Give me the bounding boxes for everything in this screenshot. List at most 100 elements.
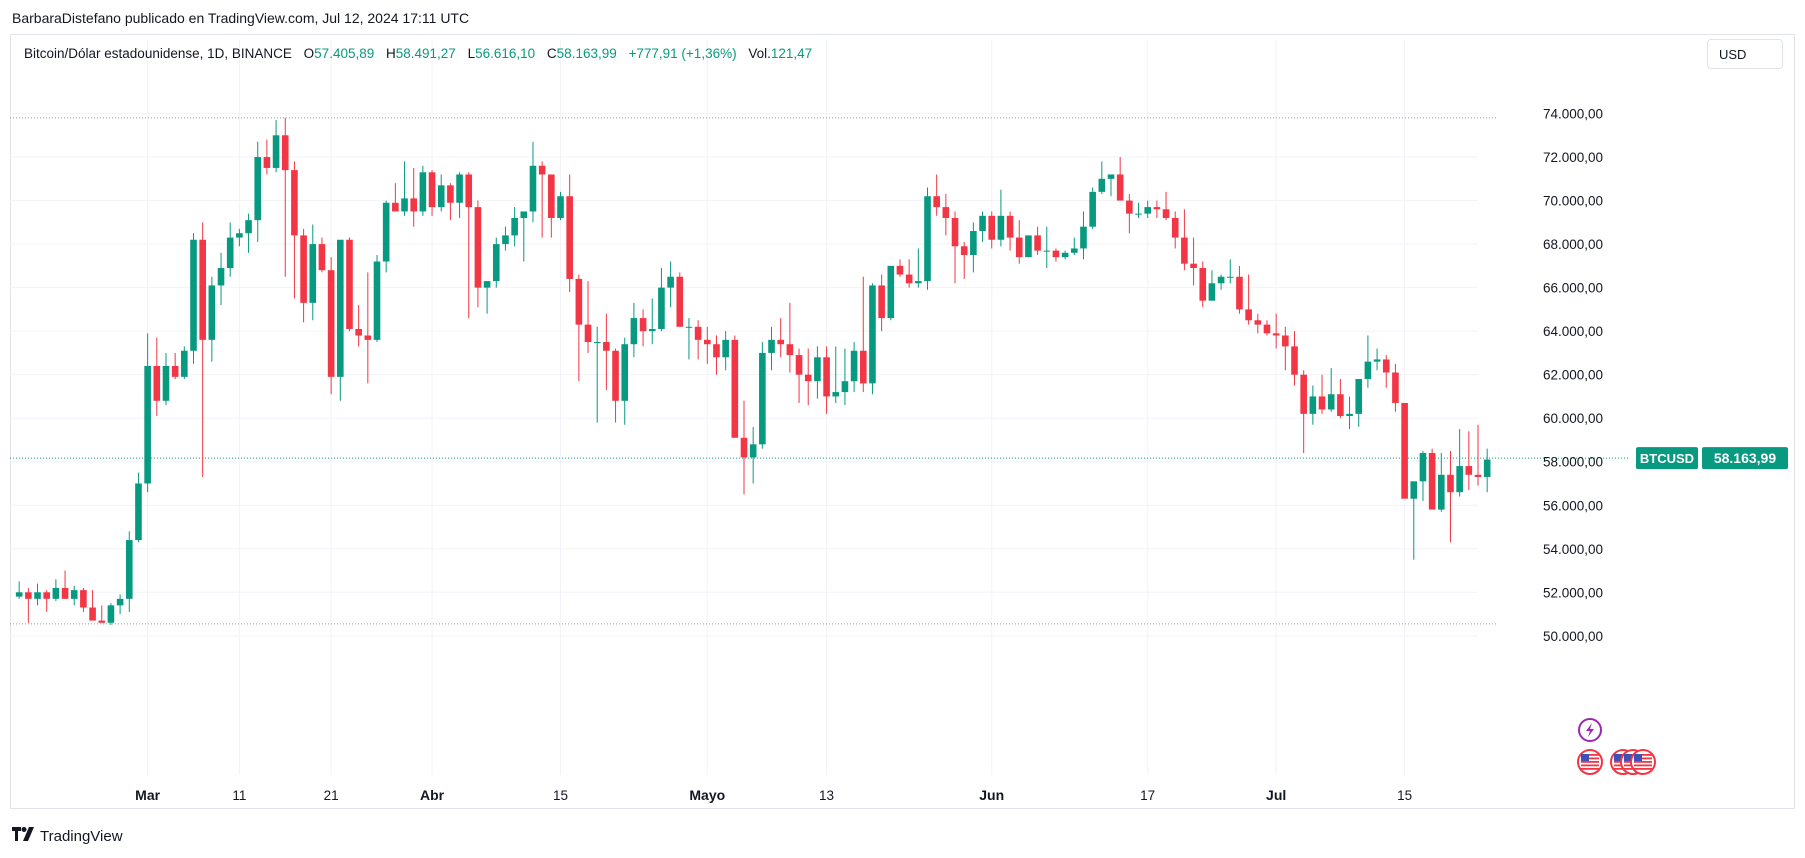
flag-stripe: [1634, 761, 1652, 763]
candle-body: [254, 157, 262, 221]
candle-body: [1162, 209, 1170, 218]
candle-body: [1401, 402, 1408, 499]
candle-body: [1300, 374, 1307, 414]
y-tick-label: 72.000,00: [1543, 150, 1603, 165]
y-tick-label: 50.000,00: [1543, 629, 1603, 644]
candle-body: [924, 196, 931, 282]
candle-body: [915, 281, 922, 284]
candle-body: [199, 239, 206, 340]
candle-body: [1483, 459, 1491, 477]
candle-body: [171, 365, 179, 377]
x-tick-label: Abr: [420, 787, 445, 803]
candle-body: [1107, 174, 1115, 179]
candle-body: [272, 135, 280, 168]
candle-body: [61, 587, 69, 599]
candle-body: [621, 344, 629, 401]
high-label: H: [386, 46, 396, 61]
tradingview-logo-icon: [12, 827, 34, 846]
candle-body: [1327, 394, 1335, 410]
candle-body: [630, 318, 638, 345]
candle-body: [502, 235, 509, 245]
price-tag-bg: [1702, 447, 1788, 470]
price-tag: 58.163,99: [1714, 450, 1776, 466]
candle-body: [905, 274, 913, 284]
candle-body: [392, 202, 399, 212]
candle-body: [245, 220, 252, 234]
candle-body: [437, 185, 445, 208]
candle-body: [1181, 237, 1188, 264]
open-label: O: [303, 46, 315, 61]
flag-canton: [1614, 754, 1622, 761]
candle-body: [603, 342, 610, 351]
candle-body: [25, 592, 32, 599]
candle-body: [382, 202, 390, 262]
candle-body: [648, 328, 656, 332]
candle-body: [1144, 207, 1152, 214]
candle-body: [1015, 237, 1023, 258]
candle-body: [1447, 474, 1454, 493]
currency-button[interactable]: USD: [1707, 39, 1783, 69]
y-tick-label: 60.000,00: [1543, 411, 1603, 426]
candle-body: [878, 285, 885, 319]
candle-body: [667, 276, 674, 288]
flag-stripe: [1581, 768, 1599, 770]
flag-stripe: [1634, 764, 1652, 767]
candle-body: [419, 172, 427, 212]
candle-body: [548, 174, 555, 218]
candle-body: [694, 326, 702, 340]
candle-body: [520, 211, 528, 218]
x-tick-label: 13: [819, 788, 834, 803]
candle-body: [740, 437, 748, 458]
symbol-tag: BTCUSD: [1640, 451, 1694, 466]
low-value: 56.616,10: [475, 46, 536, 61]
candle-body: [373, 261, 381, 340]
candle-body: [1208, 283, 1216, 301]
candle-body: [703, 339, 711, 345]
y-tick-label: 74.000,00: [1543, 107, 1603, 122]
tradingview-logo[interactable]: TradingView: [12, 827, 123, 846]
candle-body: [538, 165, 546, 175]
candle-body: [786, 344, 794, 356]
candle-body: [1245, 309, 1252, 321]
candle-body: [731, 339, 739, 438]
candle-body: [1126, 200, 1133, 214]
candle-body: [336, 239, 344, 377]
time-axis: Mar 11 21 Abr 15 Mayo 13 Jun 17 Jul 15: [135, 787, 1412, 803]
candle-body: [896, 265, 904, 275]
candle-body: [997, 215, 1005, 240]
change-value: +777,91 (+1,36%): [628, 46, 737, 61]
candle-body: [676, 276, 684, 327]
x-tick-label: 11: [232, 788, 246, 803]
candle-body: [1135, 213, 1142, 215]
flag-stripe: [1581, 757, 1599, 760]
candle-body: [355, 328, 362, 336]
close-value: 58.163,99: [556, 46, 617, 61]
candle-body: [804, 374, 812, 382]
x-tick-label: Jul: [1266, 787, 1286, 803]
candle-body: [942, 207, 950, 218]
candle-body: [1199, 268, 1207, 301]
candle-body: [52, 587, 60, 599]
candle-body: [346, 239, 353, 329]
publisher-line: BarbaraDistefano publicado en TradingVie…: [12, 10, 470, 26]
candle-body: [612, 350, 619, 401]
candle-body: [116, 598, 124, 606]
candle-body: [832, 392, 840, 397]
candle-body: [456, 174, 463, 203]
lightning-bolt: [1586, 723, 1594, 737]
flag-stripe: [1634, 768, 1652, 770]
candle-body: [226, 237, 234, 269]
last-price-tag: BTCUSD 58.163,99: [1636, 447, 1788, 470]
candle-body: [566, 196, 573, 279]
candle-body: [1116, 174, 1124, 201]
candle-body: [1419, 453, 1427, 482]
symbol-legend: Bitcoin/Dólar estadounidense, 1D, BINANC…: [24, 46, 812, 61]
candle-body: [1052, 250, 1060, 258]
candle-body: [327, 270, 335, 377]
symbol-name[interactable]: Bitcoin/Dólar estadounidense, 1D, BINANC…: [24, 46, 292, 61]
candle-body: [1456, 466, 1463, 493]
candle-body: [639, 318, 647, 332]
candle-body: [1236, 276, 1243, 310]
candle-body: [1098, 178, 1106, 192]
